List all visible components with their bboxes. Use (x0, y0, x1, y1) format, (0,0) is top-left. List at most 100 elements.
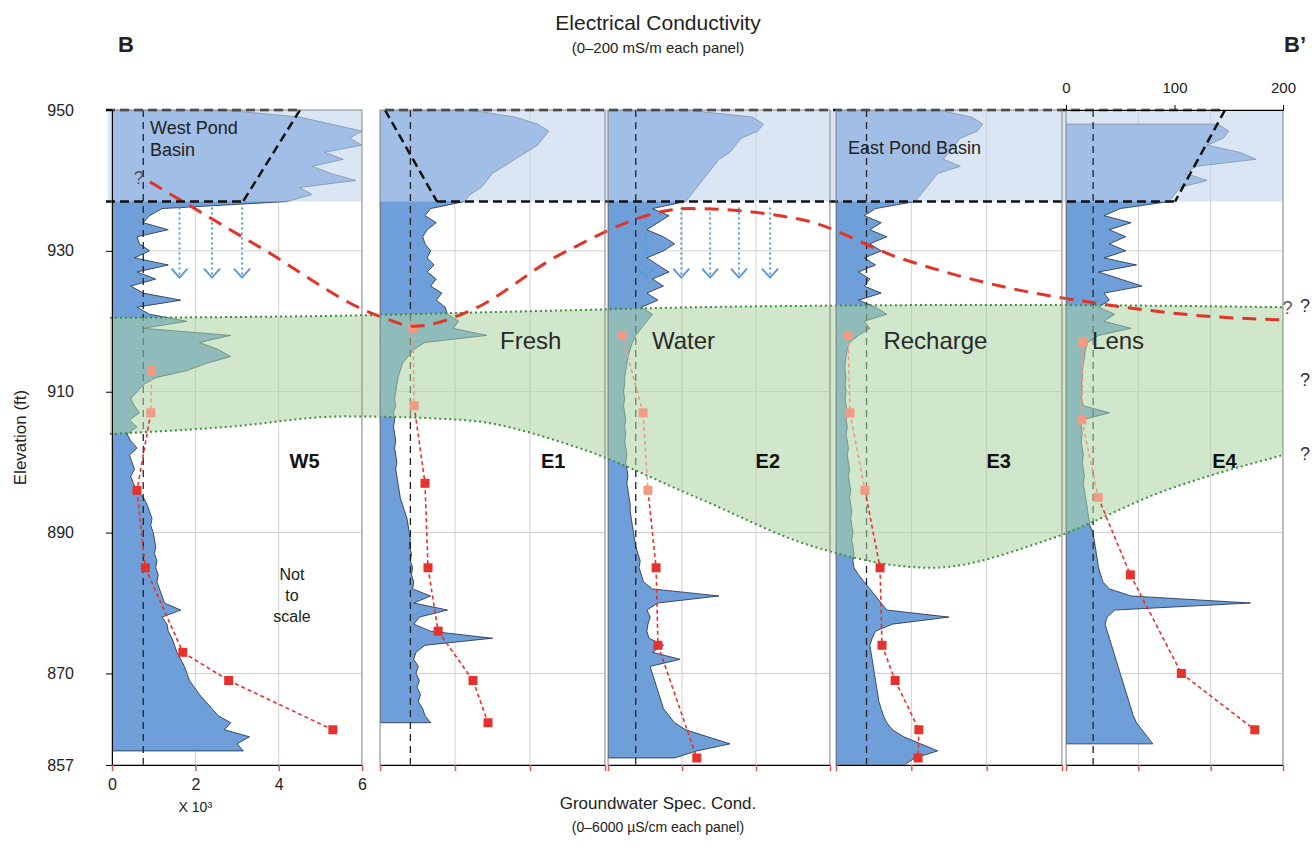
spec-cond-series (618, 331, 702, 763)
spec-cond-point (424, 563, 433, 572)
spec-cond-point (328, 725, 337, 734)
spec-cond-line (229, 680, 333, 729)
y-axis-tick-label: 910 (47, 383, 74, 400)
spec-cond-point (844, 331, 853, 340)
spec-cond-line (622, 335, 643, 412)
panel-name: E2 (756, 450, 780, 472)
lens (110, 305, 1283, 568)
panel-frame (1066, 110, 1283, 765)
ec-axis-tick-label: 200 (1271, 79, 1296, 96)
spec-cond-line (473, 680, 488, 722)
y-axis-tick: 910 (47, 383, 112, 400)
spec-cond-line (1098, 497, 1130, 574)
spec-cond-axis: 0 2 4 6 (108, 765, 367, 793)
pond-basin (380, 110, 1283, 202)
spec-cond-axis-tick (1066, 765, 1067, 771)
ec-axis-tick: 0 (1062, 79, 1070, 110)
basin-outline (385, 110, 437, 202)
grid-line-x (530, 110, 531, 765)
spec-cond-axis-tick-label: 0 (108, 776, 117, 793)
spec-cond-line (145, 568, 183, 653)
pond-basin (108, 110, 362, 202)
spec-cond-line (882, 645, 895, 680)
spec-cond-axis-tick-label: 4 (275, 776, 284, 793)
y-axis-tick-label: 857 (47, 757, 74, 774)
lens-label: Lens (1092, 327, 1144, 354)
arrow-head (702, 269, 718, 278)
spec-cond-axis-line (113, 766, 363, 772)
water-table-group (150, 182, 1280, 326)
spec-cond-line (414, 406, 425, 483)
spec-cond-axis-tick (1211, 765, 1212, 771)
basin-label: West PondBasin (150, 118, 238, 160)
spec-cond-axis-tick (682, 765, 683, 771)
grid-line-x (278, 110, 279, 765)
spec-cond-axis-tick-mark (380, 765, 382, 771)
spec-cond-axis-tick-mark (455, 765, 457, 771)
spec-cond-line (438, 631, 473, 680)
spec-cond-point (891, 676, 900, 685)
ec-axis-tick-mark (1066, 105, 1067, 110)
spec-cond-axis-tick (1138, 765, 1139, 771)
spec-cond-axis-tick: 0 (108, 765, 117, 793)
recharge-lens (110, 305, 1283, 568)
arrow-head (731, 269, 747, 278)
lens-bottom-edge (110, 416, 1283, 567)
spec-cond-axis-tick-mark (608, 765, 610, 771)
spec-cond-axis-tick-label: 6 (358, 776, 367, 793)
spec-cond-axis-line (609, 766, 831, 772)
ec-axis-tick-mark (1283, 105, 1284, 110)
spec-cond-line (850, 413, 865, 490)
spec-cond-axis-tick: 2 (191, 765, 200, 793)
y-axis-tick-mark (106, 673, 112, 674)
x2-axis-subtitle: (0–6000 µS/cm each panel) (572, 819, 744, 835)
y-axis-tick-mark (106, 392, 112, 393)
spec-cond-point (876, 563, 885, 572)
lens-label: Recharge (883, 327, 987, 354)
ec-axis-tick-mark (1175, 105, 1176, 110)
panel-name: E1 (541, 450, 565, 472)
spec-cond-series (409, 324, 493, 727)
y-axis-tick: 930 (47, 242, 112, 259)
spec-cond-axis-tick-mark (362, 765, 364, 771)
spec-cond-axis-tick (1062, 765, 1063, 771)
y-axis-tick-mark (106, 765, 112, 766)
panel (112, 110, 362, 765)
arrow-head (673, 269, 689, 278)
spec-cond-point (639, 408, 648, 417)
basins (108, 110, 1283, 202)
panel-frame (112, 110, 362, 765)
spec-cond-series (844, 331, 924, 763)
reference-line (410, 110, 411, 765)
grid-line-y (1066, 532, 1283, 533)
spec-cond-axis-tick (830, 765, 831, 771)
spec-cond-line (413, 328, 414, 405)
spec-cond-line (183, 652, 229, 680)
spec-cond-axis-tick-label: 2 (191, 776, 200, 793)
arrow-shaft (769, 208, 771, 278)
spec-cond-point (421, 479, 430, 488)
ec-axis-tick: 200 (1271, 79, 1296, 110)
basin-label: East Pond Basin (848, 138, 981, 158)
arrow-head (638, 269, 654, 278)
spec-cond-axis-line (1067, 766, 1284, 772)
spec-cond-line (848, 335, 850, 412)
spec-cond-point (146, 408, 155, 417)
reference-line (143, 110, 144, 765)
spec-cond-line (648, 490, 656, 567)
spec-cond-point (643, 486, 652, 495)
spec-cond-axis-tick (836, 765, 837, 771)
spec-cond-point (914, 753, 923, 762)
arrow-shaft (709, 208, 711, 278)
lens-label: Fresh (500, 327, 561, 354)
infiltration-arrows (172, 208, 779, 278)
basin-outlines (106, 110, 1225, 202)
arrow-head (234, 269, 250, 278)
spec-cond-axis-tick-mark (1283, 765, 1285, 771)
spec-cond-line (150, 371, 152, 413)
panel-frame (836, 110, 1062, 765)
spec-cond-axis-tick (911, 765, 912, 771)
uncertainty-mark: ? (1282, 298, 1292, 318)
y-axis-tick-label: 890 (47, 524, 74, 541)
uncertainty-mark: ? (1300, 296, 1310, 316)
